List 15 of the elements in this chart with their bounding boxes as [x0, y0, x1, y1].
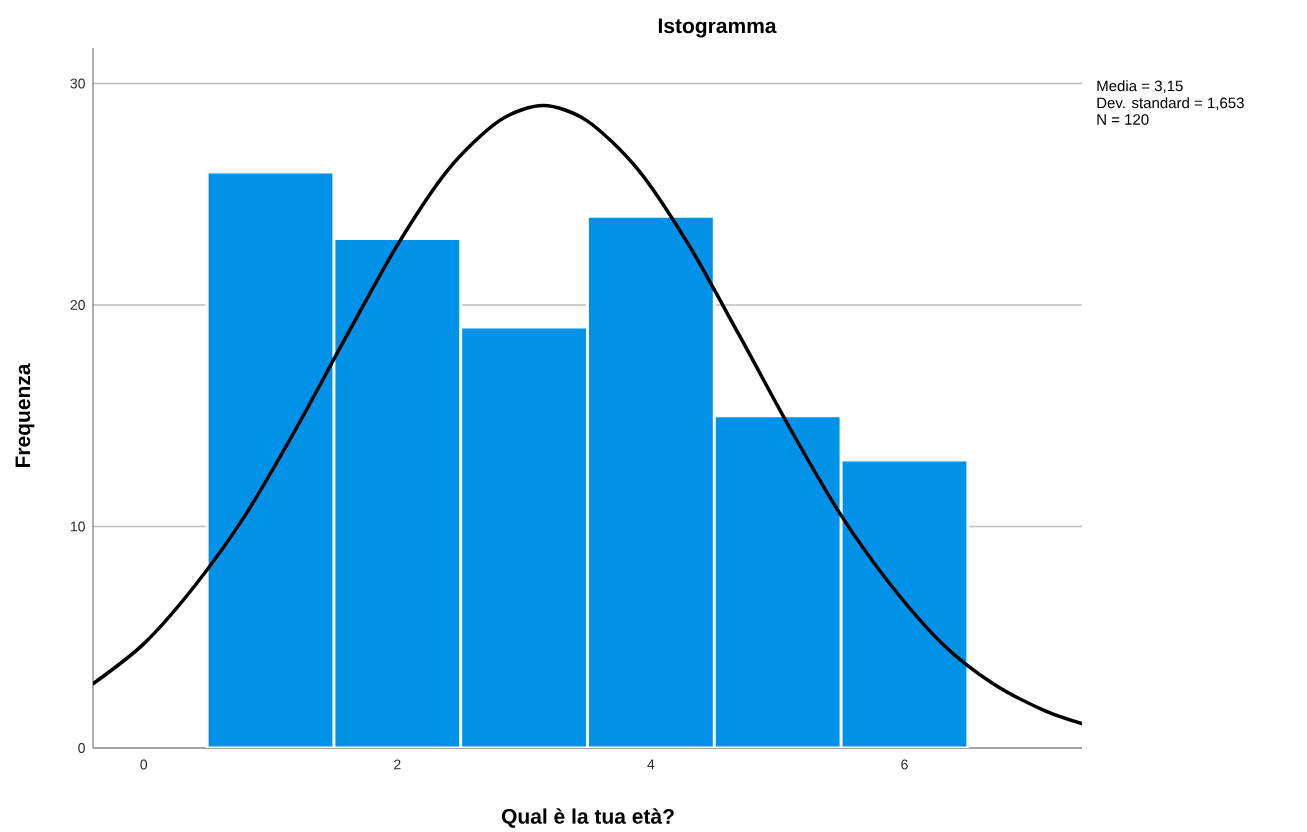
- y-tick-label: 0: [78, 743, 85, 753]
- x-tick-label: 0: [140, 759, 148, 770]
- line-series: [93, 103, 1082, 726]
- x-tick-label: 6: [901, 759, 908, 770]
- text: N = 120: [1097, 114, 1149, 125]
- x-axis-title: Qual è la tua età?: [501, 808, 674, 828]
- y-axis-title: Frequenza: [15, 363, 35, 468]
- y-tick-label: 20: [70, 299, 85, 310]
- x-tick-label: 2: [394, 759, 401, 770]
- text: Media = 3,15: [1097, 80, 1183, 93]
- y-tick-label: 10: [70, 521, 85, 532]
- chart-title: Istogramma: [658, 18, 777, 38]
- text: Dev. standard = 1,653: [1097, 97, 1244, 110]
- x-tick-label: 4: [647, 759, 655, 770]
- y-tick-label: 30: [70, 78, 85, 89]
